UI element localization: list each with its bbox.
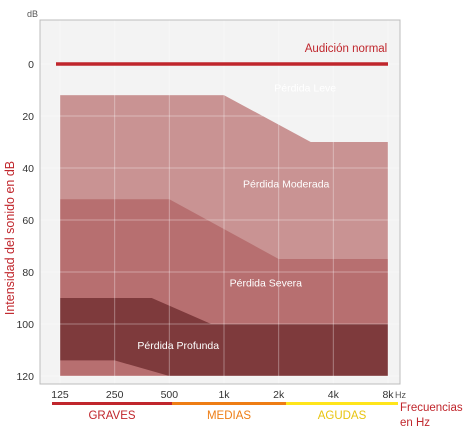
x-tick-labels: 125 250 500 1k 2k 4k 8k — [51, 389, 394, 401]
x-tick-label: 250 — [106, 389, 124, 401]
y-tick-label: 60 — [22, 215, 34, 227]
y-tick-label: 80 — [22, 267, 34, 279]
y-tick-label: 20 — [22, 111, 34, 123]
y-tick-label: 120 — [16, 371, 34, 383]
band-bar-medias — [172, 402, 286, 405]
y-tick-label: 0 — [28, 59, 34, 71]
zone-label: Pérdida Leve — [274, 82, 336, 94]
x-tick-label: 500 — [161, 389, 179, 401]
y-tick-labels: 0 20 40 60 80 100 120 — [16, 59, 34, 383]
loss-zones — [60, 95, 388, 376]
zone-label: Pérdida Severa — [230, 277, 303, 289]
normal-hearing-label: Audición normal — [305, 43, 387, 55]
y-axis-title: Intensidad del sonido en dB — [3, 161, 17, 315]
x-axis-title-line-2: en Hz — [400, 417, 430, 429]
frequency-bands: GRAVES MEDIAS AGUDAS — [52, 402, 398, 422]
zone-label: Pérdida Moderada — [243, 179, 330, 191]
plot-frame — [39, 19, 401, 385]
band-label-medias: MEDIAS — [207, 410, 251, 422]
y-unit-label: dB — [27, 9, 38, 19]
zone-labels: Pérdida Leve Pérdida Moderada Pérdida Seve… — [137, 82, 336, 351]
band-label-agudas: AGUDAS — [318, 410, 367, 422]
x-tick-label: 8k — [382, 389, 394, 401]
band-bar-agudas — [286, 402, 398, 405]
zone-label: Pérdida Profunda — [137, 340, 219, 352]
x-axis-title: Frecuencias en Hz — [400, 402, 466, 429]
zone-p-rdida-profunda — [60, 298, 388, 376]
x-tick-label: 1k — [218, 389, 230, 401]
y-tick-label: 40 — [22, 163, 34, 175]
grid — [39, 19, 401, 385]
band-bar-graves — [52, 402, 172, 405]
x-tick-label: 2k — [273, 389, 285, 401]
x-unit-label: Hz — [395, 390, 406, 400]
band-label-graves: GRAVES — [88, 410, 135, 422]
x-axis-title-line-1: Frecuencias — [400, 402, 463, 414]
y-tick-label: 100 — [16, 319, 34, 331]
x-tick-label: 125 — [51, 389, 69, 401]
x-tick-label: 4k — [328, 389, 340, 401]
